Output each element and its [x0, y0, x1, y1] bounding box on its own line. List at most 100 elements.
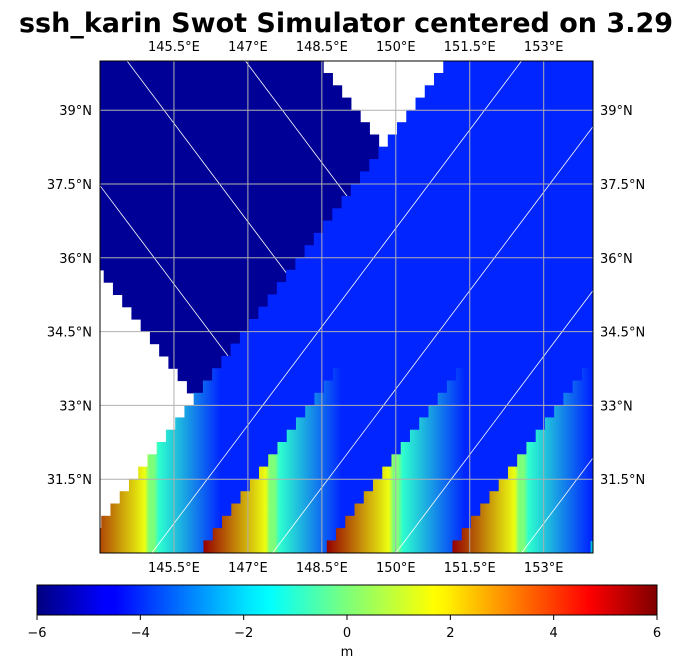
- swath-slice: [100, 257, 233, 271]
- swath-slice: [295, 257, 434, 271]
- swath-slice: [462, 196, 593, 209]
- swath-slice: [323, 220, 462, 234]
- swath-slice: [249, 478, 388, 492]
- swath-slice: [585, 196, 593, 209]
- swath-slice: [591, 355, 593, 369]
- swath-slice: [100, 146, 150, 160]
- swath-slice: [103, 269, 242, 283]
- swath-slice: [100, 85, 224, 99]
- swath-slice: [141, 159, 280, 172]
- gridlines: [100, 61, 593, 553]
- chart-title: ssh_karin Swot Simulator centered on 3.2…: [19, 8, 673, 39]
- lat-tick-label-left: 39°N: [59, 104, 92, 119]
- swath-slice: [378, 146, 517, 160]
- swath-slice: [517, 454, 593, 468]
- lon-tick-label-bottom: 153°E: [524, 561, 564, 576]
- lon-tick-label-top: 147°E: [228, 40, 268, 55]
- swath-slice: [674, 245, 693, 258]
- swath-slice: [250, 146, 389, 160]
- swath-slice: [150, 171, 289, 185]
- swath-slice: [406, 109, 545, 123]
- swath-slice: [112, 282, 251, 295]
- swath-slice: [415, 97, 554, 111]
- swath-slice: [656, 270, 693, 283]
- swath-slice: [576, 208, 593, 222]
- lon-tick-label-bottom: 151.5°E: [444, 561, 496, 576]
- swath-slice: [222, 515, 361, 529]
- swath-slice: [456, 368, 593, 382]
- colorbar-tick-label: 4: [550, 626, 558, 641]
- swath-slice: [241, 134, 380, 148]
- swath-slice: [122, 294, 261, 308]
- swath-slice: [369, 319, 508, 332]
- map-frame: [99, 60, 594, 554]
- ascending-swath-3: [452, 245, 693, 553]
- tick-labels: 145.5°E 145.5°E 147°E 147°E 148.5°E 148.5°E 15…: [47, 40, 645, 576]
- swath-slice: [222, 109, 361, 123]
- swath-slice: [425, 245, 564, 259]
- lat-tick-label-left: 34.5°N: [47, 326, 92, 341]
- colorbar-tick-label: 6: [653, 626, 661, 641]
- colorbar-label: m: [341, 645, 354, 660]
- swath-slice: [165, 429, 304, 443]
- lon-tick-label-top: 151.5°E: [444, 40, 496, 55]
- swath-slice: [100, 134, 141, 148]
- swath-slice: [221, 355, 360, 369]
- swath-slice: [480, 171, 593, 185]
- swath-slice: [434, 73, 573, 86]
- swath-slice: [100, 196, 187, 209]
- swath-slice: [100, 122, 131, 136]
- swath-slice: [471, 183, 593, 197]
- swath-slice: [239, 331, 378, 345]
- swath-slice: [409, 429, 549, 443]
- swath-slice: [203, 540, 342, 553]
- map-area: [99, 60, 693, 554]
- swath-nadir-gap: [395, 289, 593, 553]
- swath-slice: [100, 220, 205, 234]
- swath-slice: [196, 232, 335, 246]
- swath-slice: [428, 405, 567, 418]
- swath-slice: [314, 392, 453, 406]
- swath-slice: [623, 147, 693, 160]
- swath-slice: [212, 528, 351, 541]
- swath-nadir-gap: [521, 457, 593, 553]
- swath-slice: [267, 294, 406, 308]
- swath-slice: [406, 269, 545, 283]
- swath-slice: [100, 183, 178, 197]
- lat-tick-label-right: 39°N: [600, 104, 633, 119]
- lon-tick-label-top: 148.5°E: [296, 40, 348, 55]
- colorbar-tick-label: −2: [234, 626, 253, 641]
- swath-slice: [277, 442, 416, 455]
- swath-slice: [416, 257, 555, 271]
- swath-slice: [100, 159, 159, 172]
- swath-slice: [360, 171, 499, 185]
- colorbar-tick-label: 2: [446, 626, 454, 641]
- lon-tick-label-top: 150°E: [376, 40, 416, 55]
- swath-slice: [665, 258, 693, 271]
- swath-slice: [369, 159, 508, 172]
- lon-tick-label-top: 153°E: [524, 40, 564, 55]
- swath-slice: [100, 97, 234, 111]
- swath-slice: [379, 306, 518, 320]
- swath-slice: [545, 85, 593, 99]
- swath-slice: [354, 503, 493, 517]
- swath-slice: [517, 122, 593, 136]
- swath-slice: [502, 306, 593, 320]
- swath-slice: [470, 515, 593, 529]
- swath-slice: [391, 454, 530, 468]
- swath-slice: [363, 491, 502, 505]
- swath-slice: [564, 61, 593, 74]
- swath-slice: [434, 232, 573, 246]
- swath-slice: [489, 491, 593, 505]
- swath-slice: [647, 282, 693, 295]
- swath-slice: [122, 134, 261, 148]
- swath-slice: [372, 478, 512, 492]
- lon-tick-label-bottom: 150°E: [376, 561, 416, 576]
- swath-slice: [185, 61, 324, 74]
- swath-slice: [508, 134, 593, 148]
- swath-slice: [527, 109, 593, 123]
- swath-slice: [493, 319, 593, 332]
- swath-slice: [461, 528, 593, 541]
- swath-slice: [351, 343, 490, 357]
- swath-slice: [104, 109, 243, 123]
